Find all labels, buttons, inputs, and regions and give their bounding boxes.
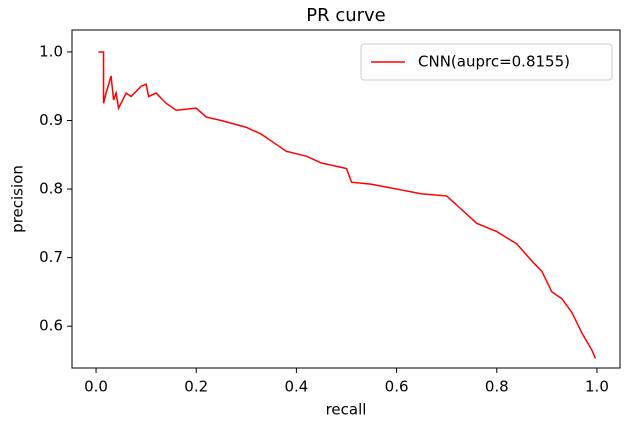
y-tick-label: 0.6 — [39, 317, 63, 335]
chart-title: PR curve — [306, 5, 386, 26]
x-tick-label: 0.6 — [385, 378, 409, 396]
x-tick-label: 1.0 — [585, 378, 609, 396]
pr-line — [98, 51, 597, 359]
y-tick-label: 0.8 — [39, 180, 63, 198]
y-tick-label: 0.9 — [39, 111, 63, 129]
y-tick-label: 0.7 — [39, 248, 63, 266]
y-tick-label: 1.0 — [39, 42, 63, 60]
x-tick-label: 0.4 — [284, 378, 308, 396]
legend-label: CNN(auprc=0.8155) — [418, 53, 570, 71]
y-axis-label: precision — [9, 165, 27, 233]
plot-frame — [71, 29, 621, 369]
x-tick-label: 0.8 — [485, 378, 509, 396]
x-tick-label: 0.0 — [84, 378, 108, 396]
x-axis-label: recall — [326, 401, 367, 419]
x-tick-label: 0.2 — [184, 378, 208, 396]
legend-box — [360, 43, 613, 81]
